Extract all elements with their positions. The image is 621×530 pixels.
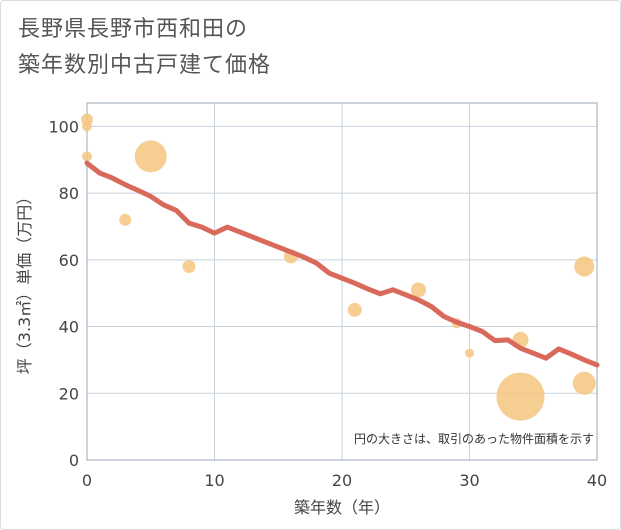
data-bubble (134, 140, 167, 173)
data-bubble (574, 256, 595, 277)
chart-title: 長野県長野市西和田の 築年数別中古戸建て価格 (18, 12, 271, 84)
x-tick-label: 10 (204, 471, 224, 490)
data-bubble (182, 259, 196, 273)
trend-line (84, 160, 600, 368)
x-tick-label: 0 (82, 471, 92, 490)
title-line-1: 長野県長野市西和田の (18, 17, 249, 42)
y-tick-label: 100 (48, 117, 79, 136)
data-bubble (411, 282, 426, 298)
bubbles (81, 113, 596, 421)
data-bubble (572, 371, 596, 395)
data-bubble (465, 348, 474, 358)
title-line-2: 築年数別中古戸建て価格 (18, 53, 272, 78)
y-tick-label: 80 (59, 184, 79, 203)
y-axis-title: 坪（3.3㎡）単価（万円） (15, 189, 34, 374)
x-tick-label: 20 (332, 471, 352, 490)
data-bubble (119, 213, 132, 226)
y-tick-label: 40 (59, 318, 79, 337)
data-bubble (496, 372, 545, 421)
y-tick-label: 0 (69, 451, 79, 470)
x-tick-labels: 0 10 20 30 40 (82, 471, 607, 490)
data-bubble (347, 302, 362, 317)
bubble-size-note: 円の大きさは、取引のあった物件面積を示す (354, 431, 594, 446)
y-tick-label: 20 (59, 384, 79, 403)
y-tick-label: 60 (59, 251, 79, 270)
x-tick-label: 30 (459, 471, 479, 490)
y-tick-labels: 0 20 40 60 80 100 (48, 117, 79, 470)
data-bubble (82, 151, 92, 162)
data-bubble (82, 121, 92, 132)
x-axis-title: 築年数（年） (294, 498, 390, 517)
x-tick-label: 40 (587, 471, 607, 490)
plot-border (86, 102, 598, 461)
